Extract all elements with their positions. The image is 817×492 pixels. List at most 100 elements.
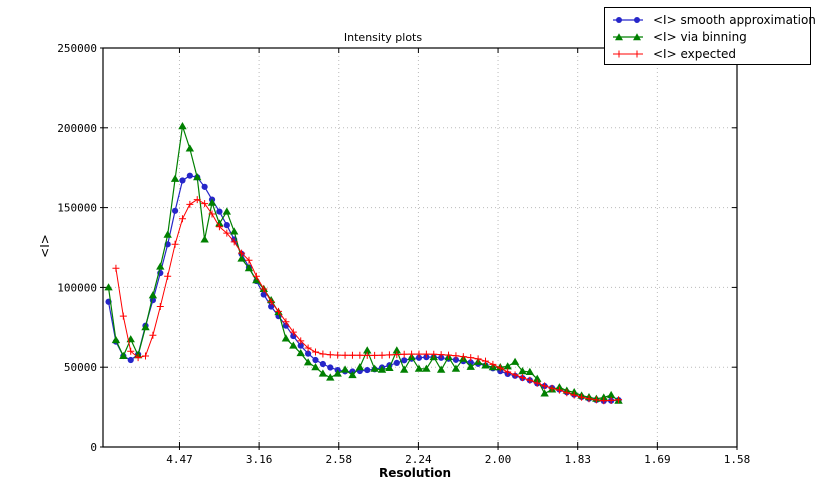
series-marker-plus: [430, 350, 438, 358]
series-marker-triangle: [326, 373, 335, 381]
series-marker-triangle: [503, 362, 512, 370]
series-marker-triangle: [599, 393, 608, 401]
series-marker-plus: [445, 351, 453, 359]
series-marker-plus: [437, 351, 445, 359]
series-marker-plus: [164, 272, 172, 280]
series-marker-plus: [548, 384, 556, 392]
series-marker-triangle: [333, 369, 342, 377]
series-marker-triangle: [178, 122, 187, 130]
y-axis-label: <I>: [37, 234, 52, 258]
series-marker-triangle: [370, 364, 379, 372]
x-axis-label: Resolution: [378, 466, 452, 480]
series-marker-plus: [400, 350, 408, 358]
series-marker-plus: [245, 256, 253, 264]
series-marker-circle: [415, 354, 423, 361]
series-marker-circle: [452, 356, 460, 363]
series-marker-plus: [156, 303, 164, 311]
chart-title: Intensity plots: [343, 31, 423, 44]
y-tick-label: 150000: [57, 202, 97, 215]
y-tick-label: 200000: [57, 122, 97, 135]
series-marker-plus: [267, 298, 275, 306]
series-marker-circle: [312, 356, 319, 364]
series-marker-triangle: [200, 235, 209, 243]
series-marker-plus: [149, 331, 157, 339]
y-tick-label: 250000: [57, 42, 97, 55]
series-marker-plus: [363, 351, 371, 359]
series-marker-circle: [179, 177, 186, 184]
series-marker-triangle: [348, 370, 357, 379]
series-marker-plus: [319, 350, 327, 358]
legend-entry-via-binning: <I> via binning: [610, 28, 806, 45]
series-marker-triangle: [170, 174, 180, 182]
series-marker-circle: [223, 222, 230, 229]
series-marker-plus: [482, 357, 490, 365]
series-marker-plus: [238, 249, 246, 257]
series-marker-plus: [275, 307, 283, 315]
series-marker-circle: [297, 342, 304, 349]
series-marker-plus: [563, 389, 571, 397]
series-marker-triangle: [215, 219, 224, 227]
legend-sample-triangle-line: [613, 32, 643, 40]
series-marker-plus: [533, 379, 541, 387]
series-marker-plus: [215, 223, 223, 231]
series-marker-circle: [467, 359, 474, 366]
series-marker-triangle: [141, 323, 150, 331]
series-marker-plus: [570, 391, 578, 399]
series-marker-plus: [541, 382, 549, 390]
series-marker-plus: [127, 347, 135, 355]
series-marker-triangle: [466, 362, 475, 370]
x-tick-label: 4.47: [166, 453, 193, 466]
series-marker-plus: [474, 355, 482, 363]
series-marker-triangle: [229, 227, 239, 235]
series-marker-plus: [341, 351, 349, 359]
series-marker-plus: [356, 351, 364, 359]
series-marker-triangle: [311, 363, 320, 371]
series-marker-triangle: [303, 358, 313, 366]
series-marker-plus: [223, 229, 231, 237]
y-tick-label: 50000: [64, 361, 97, 374]
series-marker-triangle: [363, 346, 372, 354]
series-marker-triangle: [436, 365, 446, 373]
series-marker-circle: [327, 364, 334, 371]
series-marker-plus: [326, 351, 334, 359]
series-marker-plus: [289, 328, 297, 336]
x-tick-label: 2.58: [326, 453, 353, 466]
series-marker-plus: [600, 397, 608, 405]
series-marker-plus: [408, 350, 416, 358]
series-marker-plus: [607, 396, 615, 404]
series-marker-triangle: [414, 364, 424, 372]
series-marker-plus: [297, 337, 305, 345]
series-marker-circle: [305, 350, 312, 357]
x-tick-label: 1.83: [564, 453, 591, 466]
legend-label: <I> via binning: [653, 29, 747, 44]
series-marker-triangle: [540, 389, 549, 397]
series-marker-plus: [208, 210, 216, 218]
series-marker-triangle: [377, 365, 387, 373]
series-marker-triangle: [237, 254, 246, 262]
series-marker-circle: [186, 172, 193, 179]
series-marker-plus: [459, 353, 467, 361]
legend-entry-smooth-approximation: <I> smooth approximation: [610, 11, 816, 28]
series-marker-triangle: [148, 291, 158, 299]
series-marker-circle: [216, 208, 223, 215]
series-marker-triangle: [318, 369, 328, 377]
series-marker-plus: [378, 351, 386, 359]
series-marker-triangle: [296, 348, 305, 357]
series-marker-triangle: [244, 264, 254, 272]
series-marker-triangle: [119, 351, 128, 360]
series-marker-plus: [334, 351, 342, 359]
series-marker-plus: [193, 196, 201, 204]
series-marker-plus: [348, 351, 356, 359]
series-marker-plus: [615, 396, 623, 404]
series-marker-triangle: [289, 341, 298, 349]
legend-label: <I> smooth approximation: [653, 12, 816, 27]
series-marker-plus: [260, 285, 268, 293]
series-marker-triangle: [111, 335, 121, 344]
series-marker-plus: [585, 395, 593, 403]
series-marker-triangle: [518, 366, 527, 375]
series-line-1: [107, 126, 619, 402]
series-marker-plus: [393, 351, 401, 359]
series-marker-plus: [555, 386, 563, 394]
